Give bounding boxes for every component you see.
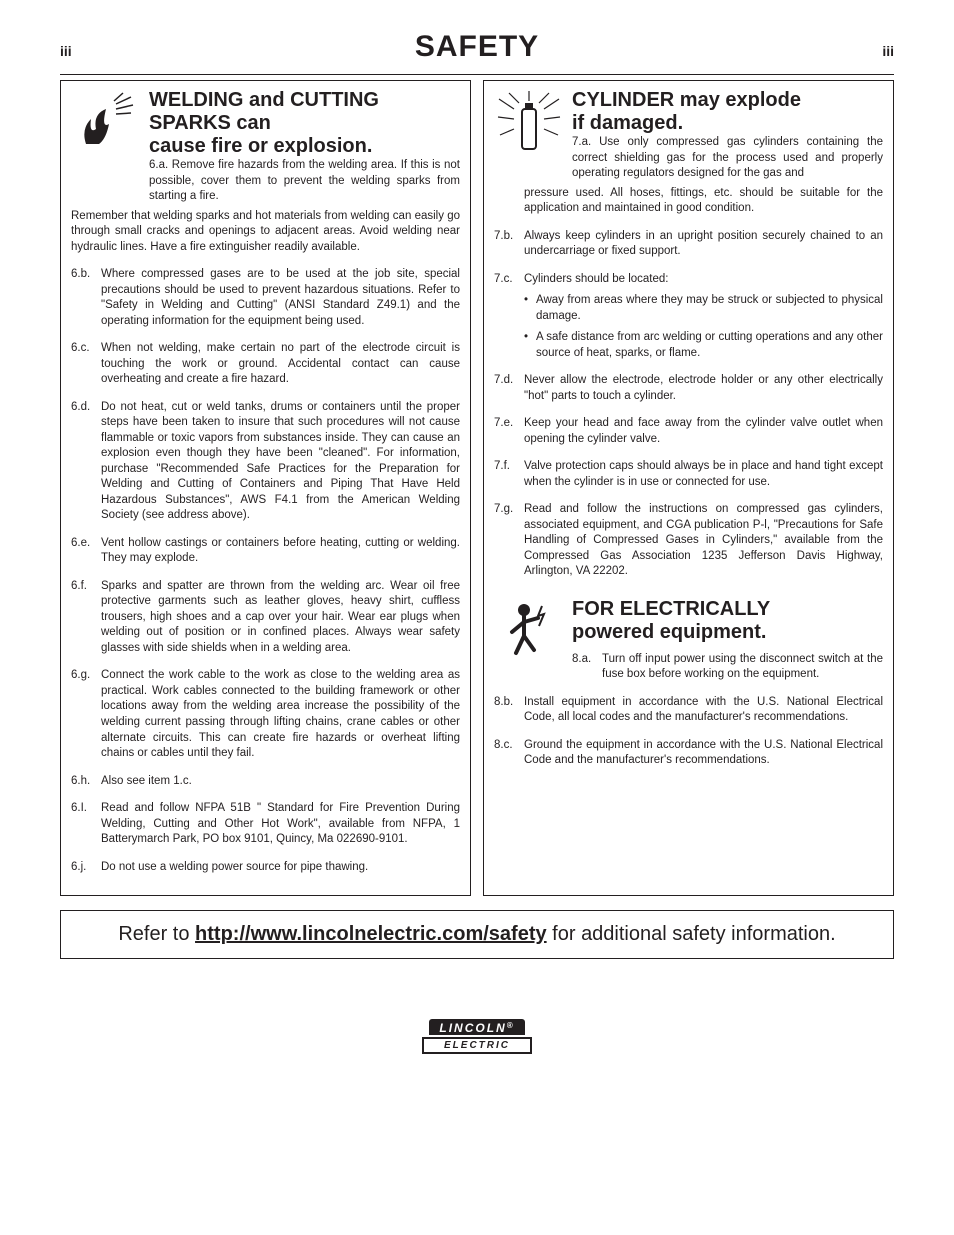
list-item: 7.d.Never allow the electrode, electrode… xyxy=(494,373,883,404)
section-cylinder: CYLINDER may explode if damaged. 7.a. Us… xyxy=(494,89,883,580)
item-num: 8.a. xyxy=(572,652,602,683)
item-num: 6.j. xyxy=(71,860,101,876)
item-num: 6.g. xyxy=(71,668,101,761)
item-num: 7.a. xyxy=(572,136,591,148)
list-item: 6.c.When not welding, make certain no pa… xyxy=(71,341,460,388)
item-num: 7.g. xyxy=(494,502,524,580)
item-6a-continue: Remember that welding sparks and hot mat… xyxy=(71,209,460,256)
bullet-text: A safe distance from arc welding or cutt… xyxy=(536,330,883,361)
section-title-line2: powered equipment. xyxy=(572,621,883,644)
item-text: Install equipment in accordance with the… xyxy=(524,695,883,726)
item-7a-start: 7.a. Use only compressed gas cylinders c… xyxy=(572,135,883,182)
section-welding: WELDING and CUTTING SPARKS can cause fir… xyxy=(71,89,460,875)
bullet-dot: • xyxy=(524,330,536,361)
list-item: 7.e.Keep your head and face away from th… xyxy=(494,416,883,447)
section-title-line1: CYLINDER may explode xyxy=(572,89,883,112)
footer-link[interactable]: http://www.lincolnelectric.com/safety xyxy=(195,923,547,945)
list-item: 6.h.Also see item 1.c. xyxy=(71,774,460,790)
item-num: 6.c. xyxy=(71,341,101,388)
list-item: 7.c.Cylinders should be located: xyxy=(494,272,883,288)
item-text: Read and follow the instructions on comp… xyxy=(524,502,883,580)
item-num: 8.c. xyxy=(494,738,524,769)
item-text: Connect the work cable to the work as cl… xyxy=(101,668,460,761)
item-num: 7.d. xyxy=(494,373,524,404)
list-item: 6.f.Sparks and spatter are thrown from t… xyxy=(71,579,460,657)
page-title: SAFETY xyxy=(72,30,883,64)
fire-sparks-icon xyxy=(71,89,141,159)
page-num-right: iii xyxy=(882,43,894,59)
item-num: 7.c. xyxy=(494,272,524,288)
item-text: Where compressed gases are to be used at… xyxy=(101,267,460,329)
item-7a-continue: pressure used. All hoses, fittings, etc.… xyxy=(524,186,883,217)
sub-bullet: •A safe distance from arc welding or cut… xyxy=(524,330,883,361)
item-text: Do not use a welding power source for pi… xyxy=(101,860,460,876)
item-text: Cylinders should be located: xyxy=(524,272,883,288)
list-item: 8.b.Install equipment in accordance with… xyxy=(494,695,883,726)
header-rule xyxy=(60,74,894,75)
left-column: WELDING and CUTTING SPARKS can cause fir… xyxy=(60,80,471,896)
page-header: iii SAFETY iii xyxy=(60,30,894,64)
item-num: 6.b. xyxy=(71,267,101,329)
list-item: 7.g.Read and follow the instructions on … xyxy=(494,502,883,580)
page-num-left: iii xyxy=(60,43,72,59)
electric-shock-icon xyxy=(494,598,564,668)
item-text: Also see item 1.c. xyxy=(101,774,460,790)
footer-pre: Refer to xyxy=(118,923,195,945)
right-column: CYLINDER may explode if damaged. 7.a. Us… xyxy=(483,80,894,896)
list-item: 6.j.Do not use a welding power source fo… xyxy=(71,860,460,876)
item-num: 7.b. xyxy=(494,229,524,260)
item-text: Never allow the electrode, electrode hol… xyxy=(524,373,883,404)
list-item: 6.e.Vent hollow castings or containers b… xyxy=(71,536,460,567)
item-num: 6.h. xyxy=(71,774,101,790)
item-text: Do not heat, cut or weld tanks, drums or… xyxy=(101,400,460,524)
list-item: 6.g.Connect the work cable to the work a… xyxy=(71,668,460,761)
list-item: 6.d.Do not heat, cut or weld tanks, drum… xyxy=(71,400,460,524)
item-text: Sparks and spatter are thrown from the w… xyxy=(101,579,460,657)
list-item: 6.I.Read and follow NFPA 51B " Standard … xyxy=(71,801,460,848)
cylinder-explode-icon xyxy=(494,89,564,159)
section-title-line3: cause fire or explosion. xyxy=(149,135,460,158)
item-8a: 8.a. Turn off input power using the disc… xyxy=(572,652,883,683)
section-title-line2: SPARKS can xyxy=(149,112,460,135)
item-num: 6.I. xyxy=(71,801,101,848)
item-text: When not welding, make certain no part o… xyxy=(101,341,460,388)
list-item: 7.b.Always keep cylinders in an upright … xyxy=(494,229,883,260)
item-num: 6.a. xyxy=(149,159,168,171)
brand-logo: LINCOLN® ELECTRIC xyxy=(60,1019,894,1054)
item-num: 8.b. xyxy=(494,695,524,726)
section-title-line2: if damaged. xyxy=(572,112,883,135)
list-item: 8.c.Ground the equipment in accordance w… xyxy=(494,738,883,769)
item-num: 6.e. xyxy=(71,536,101,567)
item-6a-start: 6.a. Remove fire hazards from the weldin… xyxy=(149,158,460,205)
list-item: 7.f.Valve protection caps should always … xyxy=(494,459,883,490)
item-num: 6.d. xyxy=(71,400,101,524)
brand-top: LINCOLN® xyxy=(429,1019,524,1035)
item-text: Turn off input power using the disconnec… xyxy=(602,652,883,683)
section-title-line1: WELDING and CUTTING xyxy=(149,89,460,112)
item-num: 7.e. xyxy=(494,416,524,447)
item-text: Keep your head and face away from the cy… xyxy=(524,416,883,447)
content-columns: WELDING and CUTTING SPARKS can cause fir… xyxy=(60,80,894,896)
footer-reference: Refer to http://www.lincolnelectric.com/… xyxy=(60,910,894,959)
brand-bottom: ELECTRIC xyxy=(422,1037,532,1054)
footer-post: for additional safety information. xyxy=(547,923,836,945)
item-text: Ground the equipment in accordance with … xyxy=(524,738,883,769)
bullet-dot: • xyxy=(524,293,536,324)
section-electrical: FOR ELECTRICALLY powered equipment. 8.a.… xyxy=(494,598,883,769)
item-num: 6.f. xyxy=(71,579,101,657)
item-text: Always keep cylinders in an upright posi… xyxy=(524,229,883,260)
list-item: 6.b.Where compressed gases are to be use… xyxy=(71,267,460,329)
item-num: 7.f. xyxy=(494,459,524,490)
sub-bullet: •Away from areas where they may be struc… xyxy=(524,293,883,324)
item-text: Use only compressed gas cylinders contai… xyxy=(572,136,883,179)
item-text: Remove fire hazards from the welding are… xyxy=(149,159,460,202)
item-text: Read and follow NFPA 51B " Standard for … xyxy=(101,801,460,848)
section-title-line1: FOR ELECTRICALLY xyxy=(572,598,883,621)
item-text: Vent hollow castings or containers befor… xyxy=(101,536,460,567)
bullet-text: Away from areas where they may be struck… xyxy=(536,293,883,324)
item-text: Valve protection caps should always be i… xyxy=(524,459,883,490)
